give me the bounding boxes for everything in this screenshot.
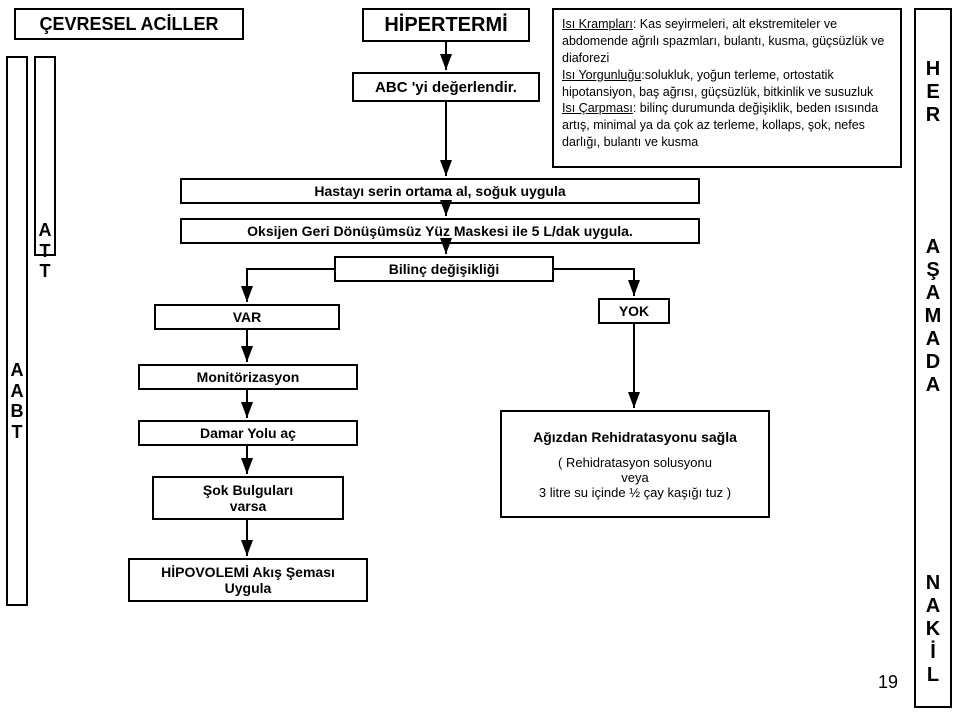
var-box: VAR [154,304,340,330]
agizdan-box: Ağızdan Rehidratasyonu sağla ( Rehidrata… [500,410,770,518]
title-box: ÇEVRESEL ACİLLER [14,8,244,40]
page-number: 19 [878,672,898,693]
info-box: Isı Krampları: Kas seyirmeleri, alt ekst… [552,8,902,168]
sidebar-asamada: AŞAMADA [924,236,942,397]
hipertermi-box: HİPERTERMİ [362,8,530,42]
yok-box: YOK [598,298,670,324]
monitor-box: Monitörizasyon [138,364,358,390]
sok-box: Şok Bulgularıvarsa [152,476,344,520]
hastayi-box: Hastayı serin ortama al, soğuk uygula [180,178,700,204]
damar-box: Damar Yolu aç [138,420,358,446]
sidebar-nakil: NAKİL [924,572,942,687]
abc-box: ABC 'yi değerlendir. [352,72,540,102]
bilinc-box: Bilinç değişikliği [334,256,554,282]
sidebar-att: ATT [36,220,54,282]
hipovolemi-box: HİPOVOLEMİ Akış ŞemasıUygula [128,558,368,602]
sidebar-her: HER [924,58,942,127]
sidebar-aabt-frame [6,56,28,606]
oksijen-box: Oksijen Geri Dönüşümsüz Yüz Maskesi ile … [180,218,700,244]
sidebar-aabt: AABT [8,360,26,443]
